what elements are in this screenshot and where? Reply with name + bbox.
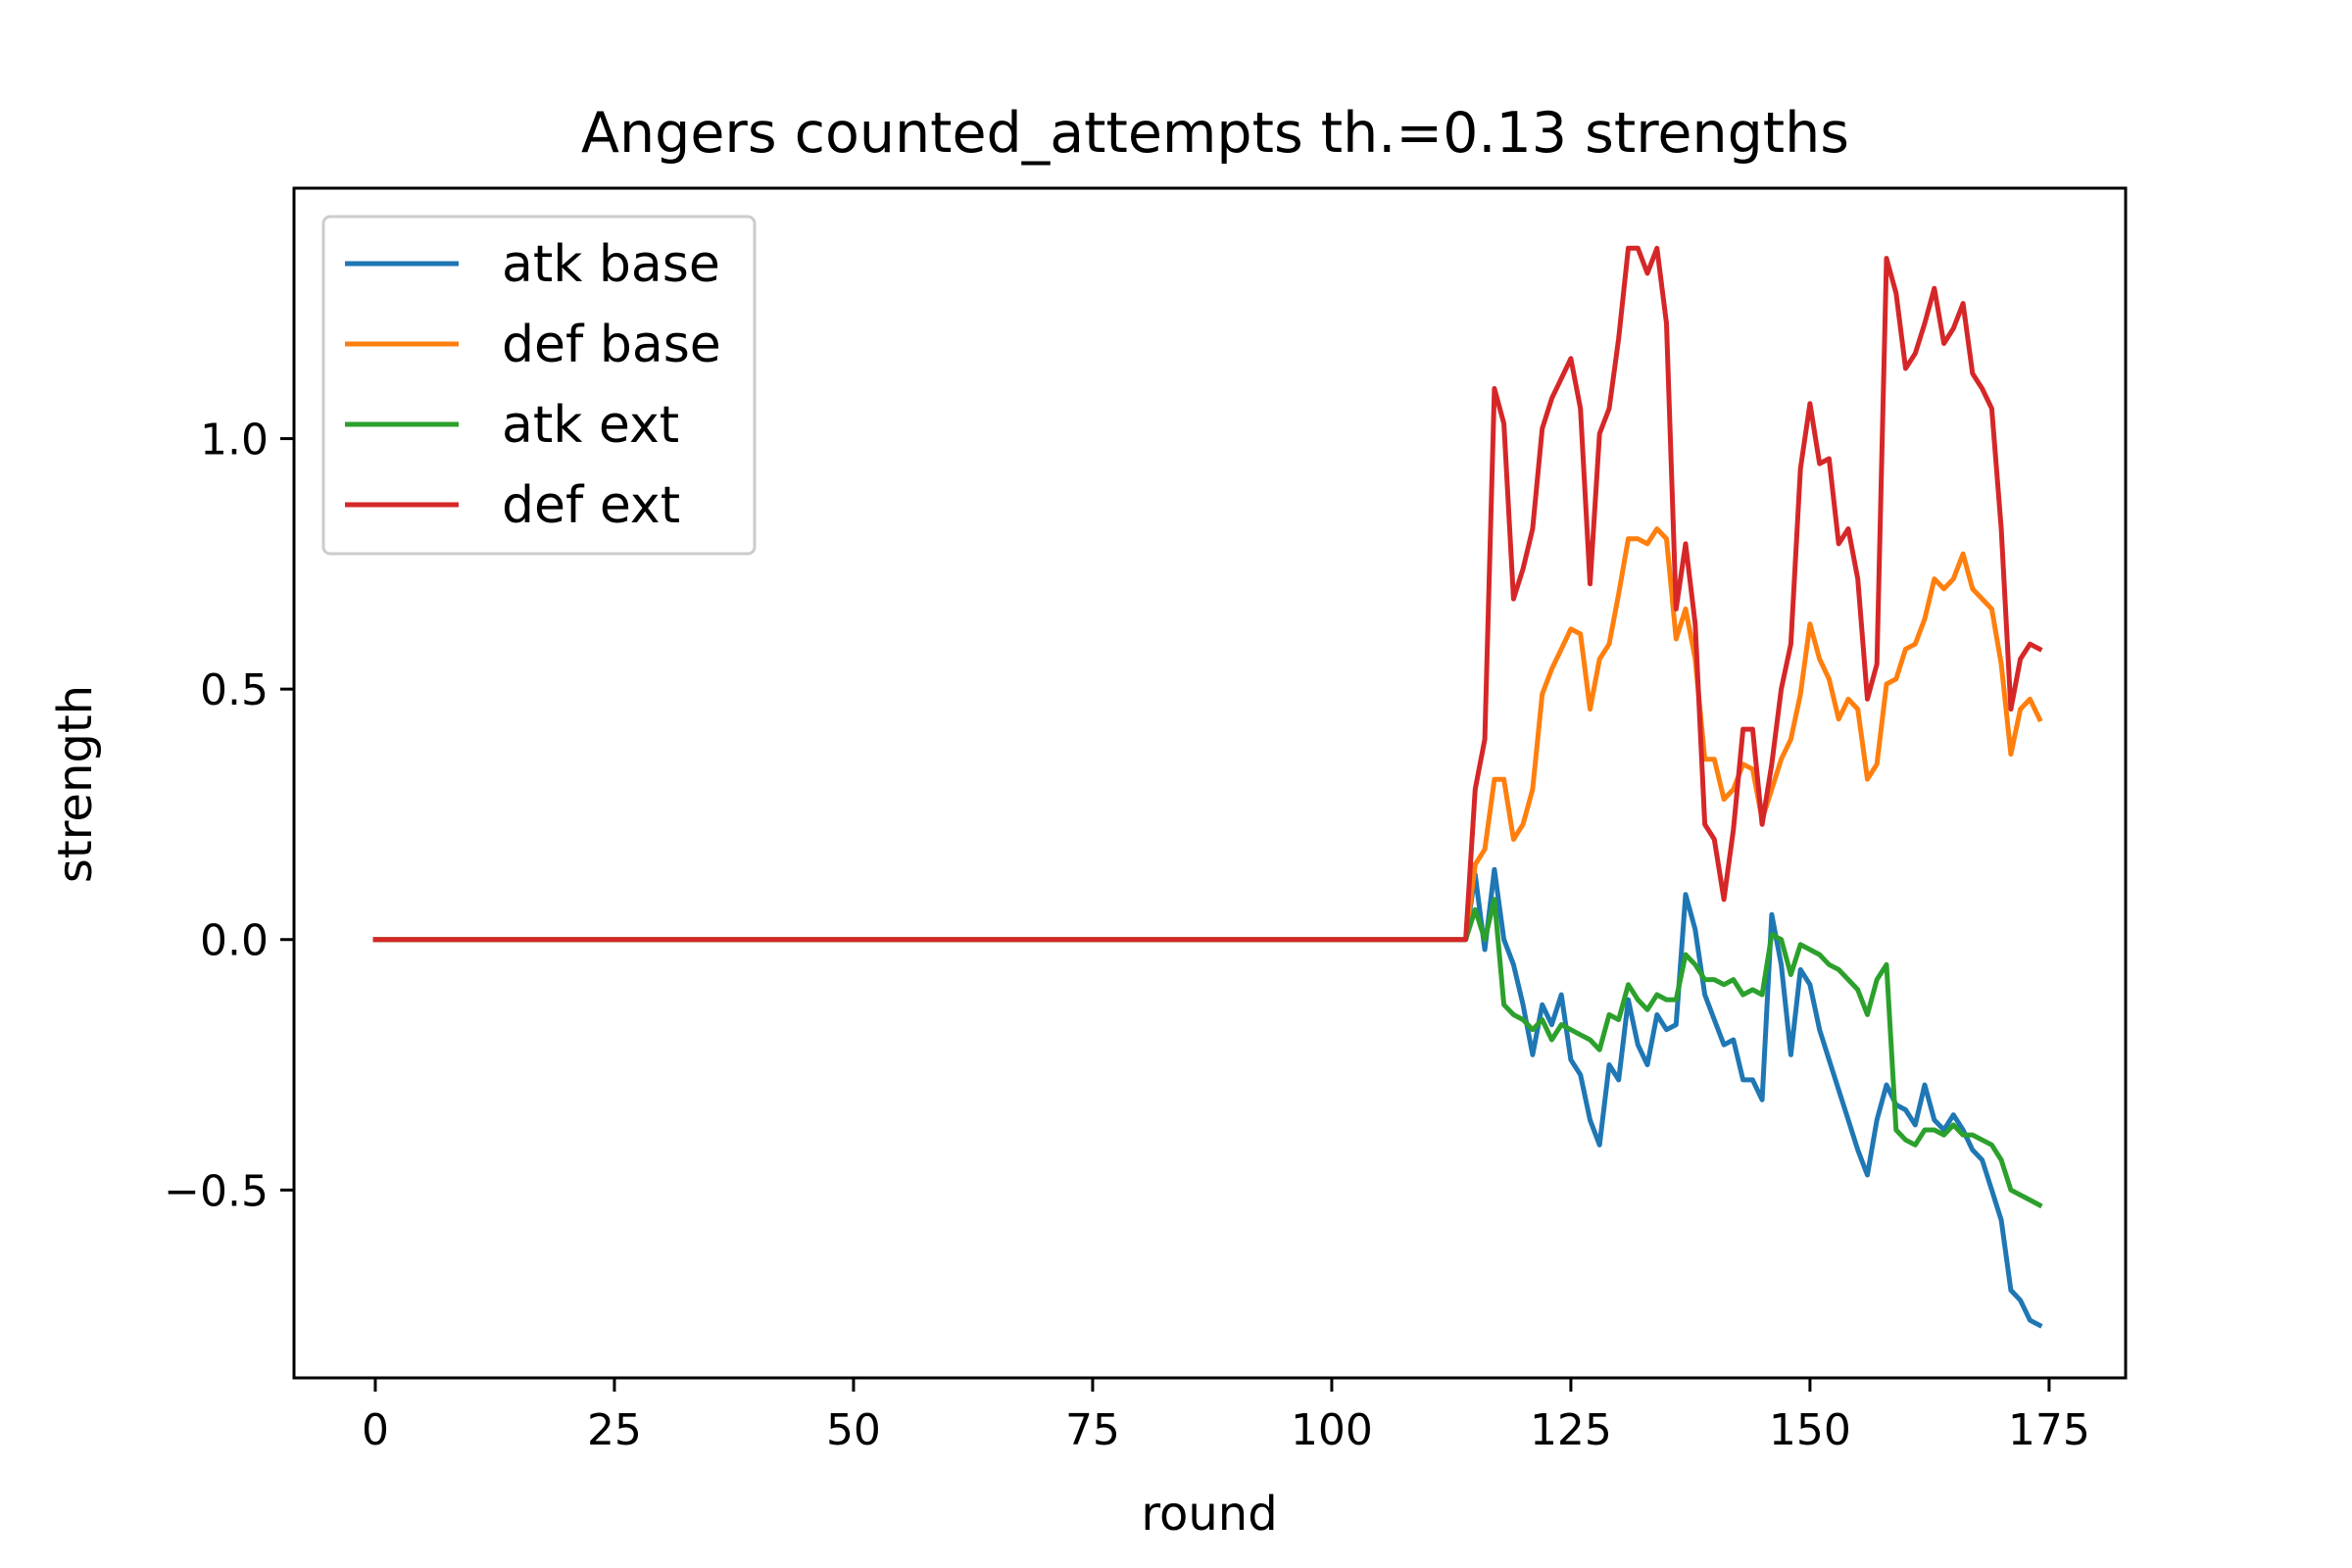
x-tick-label: 125 xyxy=(1530,1405,1612,1455)
x-tick-label: 25 xyxy=(587,1405,642,1455)
x-axis: 0 25 50 75 100 125 150 175 xyxy=(362,1378,2090,1455)
x-tick-label: 175 xyxy=(2008,1405,2090,1455)
legend: atk base def base atk ext def ext xyxy=(321,215,757,556)
legend-frame xyxy=(321,215,757,556)
legend-label: atk ext xyxy=(502,396,679,455)
legend-label: atk base xyxy=(502,235,720,294)
x-tick-label: 50 xyxy=(826,1405,881,1455)
y-axis: −0.5 0.0 0.5 1.0 xyxy=(164,416,294,1216)
y-axis-title: strength xyxy=(48,685,103,883)
y-tick-label: 0.0 xyxy=(200,916,269,966)
y-tick-label: −0.5 xyxy=(164,1166,269,1216)
x-tick-label: 75 xyxy=(1065,1405,1120,1455)
y-tick-label: 1.0 xyxy=(200,416,269,466)
series-line-3 xyxy=(372,897,2043,1209)
y-tick-label: 0.5 xyxy=(200,665,269,715)
x-tick-label: 100 xyxy=(1291,1405,1373,1455)
series-line-4 xyxy=(372,245,2043,943)
series-line-1 xyxy=(372,866,2043,1329)
chart-title: Angers counted_attempts th.=0.13 strengt… xyxy=(581,101,1849,166)
legend-label: def ext xyxy=(502,476,680,535)
x-tick-label: 0 xyxy=(362,1405,389,1455)
x-tick-label: 150 xyxy=(1769,1405,1851,1455)
plot-frame xyxy=(292,186,2128,1380)
series-line-2 xyxy=(372,526,2043,943)
series-layer xyxy=(372,245,2043,1329)
x-axis-title: round xyxy=(1141,1487,1277,1542)
legend-label: def base xyxy=(502,316,721,374)
